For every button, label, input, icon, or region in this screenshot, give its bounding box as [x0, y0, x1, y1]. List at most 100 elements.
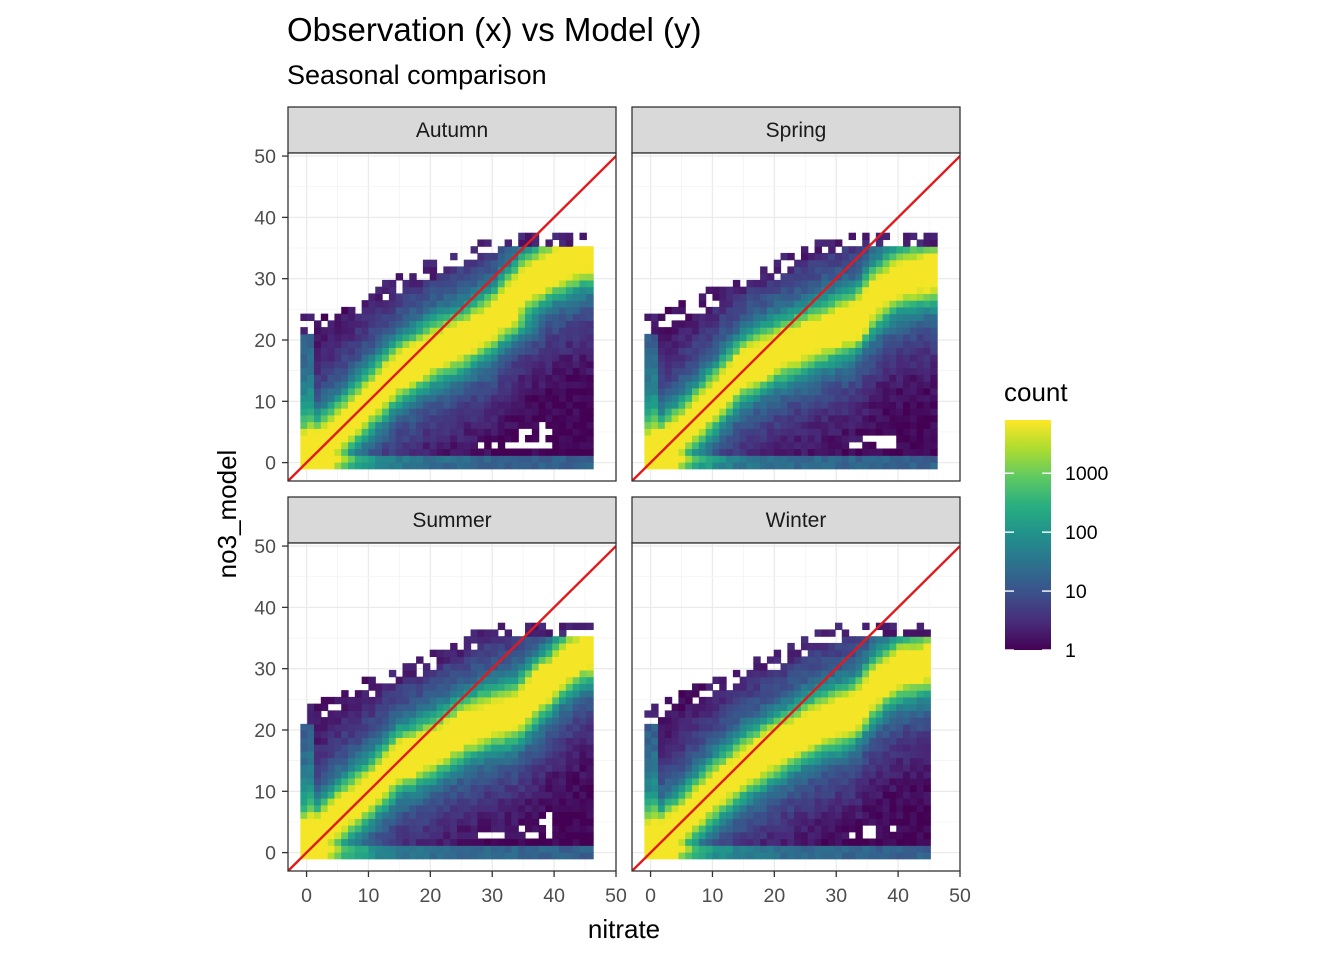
heatmap-cell [565, 381, 574, 389]
heatmap-cell [450, 394, 458, 402]
heatmap-cell [889, 293, 897, 301]
heatmap-cell [644, 723, 652, 732]
y-tick-label: 30 [254, 659, 276, 681]
heatmap-cell [732, 845, 741, 853]
heatmap-cell [477, 744, 485, 752]
heatmap-cell [753, 663, 761, 671]
heatmap-cell [780, 669, 788, 678]
heatmap-cell [334, 838, 342, 846]
heatmap-cell [538, 744, 547, 752]
heatmap-cell [787, 656, 795, 664]
heatmap-cell [545, 642, 553, 651]
heatmap-cell [664, 333, 673, 342]
heatmap-cell [334, 737, 342, 745]
heatmap-cell [841, 279, 850, 288]
heatmap-cell [794, 340, 802, 348]
heatmap-cell [300, 428, 308, 436]
heatmap-cell [463, 401, 472, 409]
heatmap-cell [760, 401, 768, 409]
heatmap-cell [719, 690, 727, 698]
heatmap-cell [869, 838, 877, 846]
heatmap-cell [705, 845, 714, 853]
heatmap-cell [565, 387, 574, 396]
heatmap-cell [484, 286, 492, 294]
heatmap-cell [545, 777, 553, 786]
heatmap-cell [760, 683, 768, 691]
heatmap-cell [869, 461, 877, 470]
heatmap-cell [828, 293, 836, 301]
heatmap-cell [896, 273, 904, 281]
heatmap-cell [497, 306, 506, 315]
heatmap-cell [889, 784, 897, 792]
heatmap-cell [477, 239, 485, 247]
heatmap-cell [664, 777, 673, 786]
heatmap-cell [484, 401, 492, 409]
heatmap-cell [416, 327, 424, 335]
heatmap-cell [698, 825, 707, 833]
heatmap-cell [470, 333, 478, 342]
heatmap-cell [705, 723, 714, 732]
heatmap-cell [821, 354, 829, 362]
heatmap-cell [450, 252, 458, 261]
heatmap-cell [651, 798, 659, 806]
heatmap-cell [497, 259, 506, 268]
heatmap-cell [477, 327, 485, 335]
heatmap-cell [882, 683, 891, 691]
heatmap-cell [368, 401, 376, 409]
heatmap-cell [470, 414, 478, 423]
heatmap-cell [402, 354, 410, 362]
heatmap-cell [307, 798, 315, 806]
heatmap-cell [882, 804, 891, 813]
heatmap-cell [368, 313, 376, 321]
heatmap-cell [450, 784, 458, 792]
heatmap-cell [538, 622, 547, 631]
heatmap-cell [375, 831, 383, 840]
heatmap-cell [698, 333, 707, 342]
heatmap-cell [841, 387, 850, 396]
heatmap-cell [862, 764, 870, 772]
heatmap-cell [719, 448, 727, 456]
heatmap-cell [821, 811, 829, 819]
heatmap-cell [504, 313, 513, 321]
heatmap-cell [719, 717, 727, 725]
heatmap-cell [848, 360, 857, 369]
heatmap-cell [320, 327, 329, 335]
heatmap-cell [456, 327, 465, 335]
heatmap-cell [719, 340, 727, 348]
heatmap-cell [909, 279, 918, 288]
heatmap-cell [538, 771, 547, 779]
heatmap-cell [382, 401, 390, 409]
heatmap-cell [443, 448, 451, 456]
heatmap-cell [821, 818, 829, 826]
heatmap-cell [916, 273, 925, 281]
heatmap-cell [841, 293, 850, 301]
heatmap-cell [382, 441, 390, 450]
heatmap-cell [565, 414, 574, 423]
heatmap-cell [930, 300, 938, 308]
heatmap-cell [712, 374, 720, 382]
heatmap-cell [416, 286, 424, 294]
heatmap-cell [572, 676, 581, 684]
heatmap-cell [896, 327, 904, 335]
heatmap-cell [909, 259, 918, 268]
heatmap-cell [698, 777, 707, 786]
heatmap-cell [559, 825, 567, 833]
heatmap-cell [712, 435, 720, 443]
heatmap-cell [848, 428, 857, 436]
heatmap-cell [531, 663, 540, 671]
heatmap-cell [855, 428, 863, 436]
heatmap-cell [875, 320, 884, 328]
heatmap-cell [477, 266, 485, 274]
heatmap-cell [545, 435, 553, 443]
heatmap-cell [463, 266, 472, 274]
heatmap-cell [651, 340, 659, 348]
heatmap-cell [463, 710, 472, 718]
heatmap-cell [375, 327, 383, 335]
heatmap-cell [443, 333, 451, 342]
heatmap-cell [579, 360, 587, 369]
heatmap-cell [719, 831, 727, 840]
heatmap-cell [814, 239, 822, 247]
heatmap-cell [579, 845, 587, 853]
heatmap-cell [773, 825, 782, 833]
heatmap-cell [800, 710, 809, 718]
